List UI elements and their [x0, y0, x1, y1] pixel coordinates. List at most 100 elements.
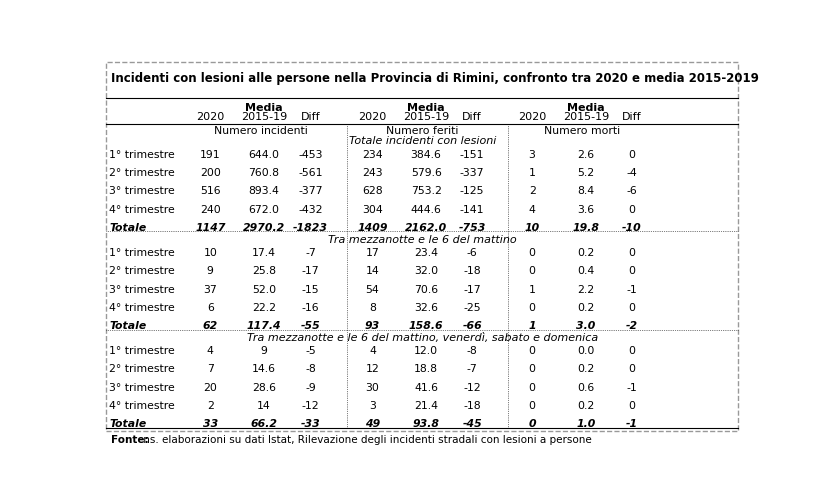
Text: ns. elaborazioni su dati Istat, Rilevazione degli incidenti stradali con lesioni: ns. elaborazioni su dati Istat, Rilevazi… [140, 434, 592, 445]
Text: 3.6: 3.6 [578, 205, 594, 215]
Text: 0.2: 0.2 [577, 364, 594, 374]
Text: 516: 516 [200, 186, 221, 196]
Text: Diff: Diff [622, 112, 642, 122]
Text: -12: -12 [463, 383, 481, 393]
Text: 2: 2 [207, 401, 213, 411]
Text: -2: -2 [625, 321, 638, 331]
Text: 14: 14 [257, 401, 271, 411]
Text: 117.4: 117.4 [246, 321, 281, 331]
Text: 3° trimestre: 3° trimestre [110, 383, 176, 393]
Text: 4: 4 [529, 205, 536, 215]
Text: 23.4: 23.4 [414, 248, 438, 258]
Text: 25.8: 25.8 [252, 266, 276, 276]
Text: 6: 6 [207, 303, 213, 313]
Text: 21.4: 21.4 [414, 401, 438, 411]
Text: 70.6: 70.6 [414, 284, 438, 295]
Text: -45: -45 [462, 419, 482, 429]
Text: -15: -15 [302, 284, 320, 295]
Text: -1823: -1823 [293, 223, 328, 233]
Text: 2° trimestre: 2° trimestre [110, 266, 176, 276]
Text: 33: 33 [203, 419, 218, 429]
Text: -8: -8 [305, 364, 316, 374]
Text: 0: 0 [628, 346, 635, 356]
Text: 579.6: 579.6 [410, 168, 442, 178]
Text: 0: 0 [628, 205, 635, 215]
Text: Totale: Totale [110, 321, 147, 331]
Text: 304: 304 [362, 205, 383, 215]
Text: 0: 0 [529, 364, 536, 374]
Text: 0: 0 [529, 248, 536, 258]
Text: 17: 17 [366, 248, 379, 258]
Text: Totale: Totale [110, 419, 147, 429]
Text: -18: -18 [463, 401, 481, 411]
Text: 7: 7 [207, 364, 213, 374]
Text: Media: Media [407, 102, 445, 112]
Text: 2020: 2020 [196, 112, 224, 122]
Text: 0.2: 0.2 [577, 248, 594, 258]
Text: 32.6: 32.6 [414, 303, 438, 313]
Text: 93: 93 [365, 321, 380, 331]
Text: -1: -1 [625, 419, 638, 429]
Text: 2015-19: 2015-19 [563, 112, 609, 122]
Text: 1.0: 1.0 [576, 419, 596, 429]
Text: 0.2: 0.2 [577, 401, 594, 411]
Text: 4: 4 [207, 346, 213, 356]
Text: 3° trimestre: 3° trimestre [110, 284, 176, 295]
Text: 1147: 1147 [195, 223, 226, 233]
Text: 8: 8 [369, 303, 376, 313]
Text: -337: -337 [460, 168, 485, 178]
Text: 1: 1 [529, 284, 536, 295]
Text: 191: 191 [200, 150, 221, 160]
Text: -12: -12 [302, 401, 320, 411]
Text: 893.4: 893.4 [249, 186, 279, 196]
Text: 1: 1 [528, 321, 536, 331]
Text: 0: 0 [628, 150, 635, 160]
Text: 2020: 2020 [358, 112, 386, 122]
Text: 2.6: 2.6 [578, 150, 594, 160]
Text: Tra mezzanotte e le 6 del mattino, venerdì, sabato e domenica: Tra mezzanotte e le 6 del mattino, vener… [246, 333, 598, 343]
Text: -7: -7 [305, 248, 316, 258]
Text: 17.4: 17.4 [252, 248, 276, 258]
Text: -7: -7 [466, 364, 477, 374]
Text: -6: -6 [626, 186, 637, 196]
Text: Diff: Diff [462, 112, 482, 122]
Text: 41.6: 41.6 [414, 383, 438, 393]
Text: 9: 9 [260, 346, 267, 356]
Text: 18.8: 18.8 [414, 364, 438, 374]
Text: 0: 0 [529, 346, 536, 356]
Text: 49: 49 [365, 419, 380, 429]
Text: 240: 240 [200, 205, 221, 215]
Text: 2: 2 [529, 186, 536, 196]
Text: Fonte:: Fonte: [110, 434, 148, 445]
Text: 1° trimestre: 1° trimestre [110, 346, 176, 356]
Text: 54: 54 [366, 284, 379, 295]
Text: 12: 12 [366, 364, 379, 374]
Text: -141: -141 [460, 205, 485, 215]
Text: -18: -18 [463, 266, 481, 276]
Text: 628: 628 [363, 186, 383, 196]
Text: 644.0: 644.0 [248, 150, 279, 160]
Text: 0: 0 [529, 303, 536, 313]
Text: 2° trimestre: 2° trimestre [110, 168, 176, 178]
Text: 0: 0 [528, 419, 536, 429]
Text: -66: -66 [462, 321, 482, 331]
Text: 1409: 1409 [358, 223, 388, 233]
Text: 2015-19: 2015-19 [241, 112, 287, 122]
Text: -33: -33 [301, 419, 321, 429]
Text: -432: -432 [298, 205, 323, 215]
Text: 14: 14 [366, 266, 379, 276]
Text: -8: -8 [466, 346, 477, 356]
Text: -55: -55 [301, 321, 321, 331]
Text: 444.6: 444.6 [410, 205, 442, 215]
Text: 0.6: 0.6 [577, 383, 594, 393]
Text: 2970.2: 2970.2 [243, 223, 285, 233]
Text: 12.0: 12.0 [414, 346, 438, 356]
Text: 0.2: 0.2 [577, 303, 594, 313]
Text: 5.2: 5.2 [578, 168, 594, 178]
Text: Media: Media [567, 102, 605, 112]
Text: -17: -17 [302, 266, 320, 276]
Text: 0: 0 [628, 266, 635, 276]
Text: -1: -1 [626, 284, 637, 295]
Text: 2015-19: 2015-19 [403, 112, 449, 122]
Text: 0: 0 [529, 266, 536, 276]
